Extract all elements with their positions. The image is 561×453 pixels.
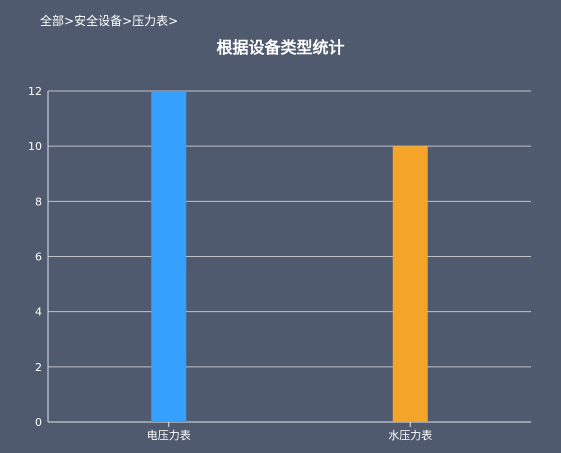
breadcrumb-separator: > [122, 14, 133, 28]
breadcrumb-separator: > [168, 14, 179, 28]
breadcrumb-item-pressure-gauge[interactable]: 压力表 [132, 14, 169, 28]
y-tick-label: 2 [35, 361, 42, 374]
bar [392, 146, 428, 422]
chart-title: 根据设备类型统计 [216, 38, 345, 57]
x-tick-label: 电压力表 [147, 428, 191, 442]
breadcrumb: 全部>安全设备>压力表> [40, 12, 178, 29]
y-tick-label: 12 [28, 85, 42, 98]
breadcrumb-item-all[interactable]: 全部 [40, 14, 65, 28]
y-tick-label: 10 [28, 140, 42, 153]
x-tick-label: 水压力表 [388, 428, 432, 442]
breadcrumb-separator: > [64, 14, 75, 28]
y-tick-label: 6 [35, 251, 42, 264]
breadcrumb-item-safety-equipment[interactable]: 安全设备 [74, 14, 123, 28]
y-tick-label: 0 [35, 416, 42, 429]
bar [151, 91, 187, 422]
y-tick-label: 4 [35, 306, 42, 319]
y-tick-label: 8 [35, 195, 42, 208]
